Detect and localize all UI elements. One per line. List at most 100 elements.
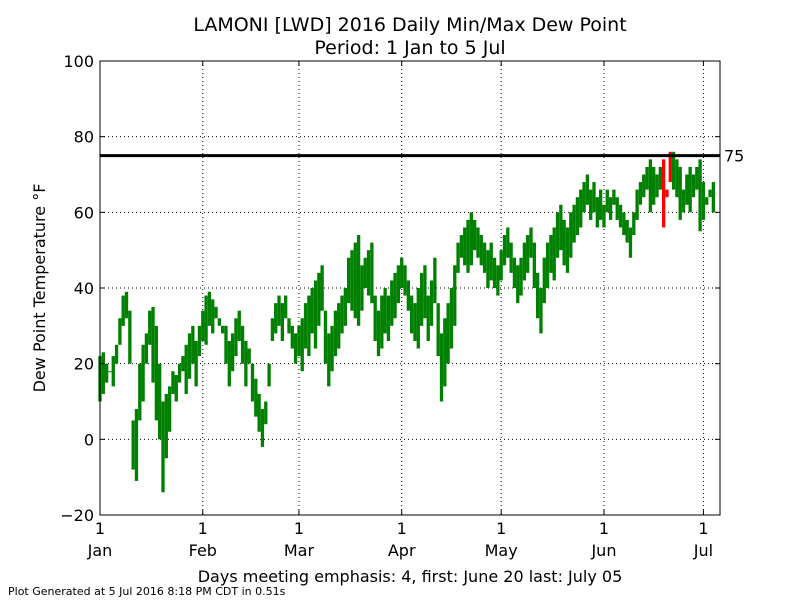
day-range-bar [512,257,517,288]
day-range-bar [141,344,145,402]
day-range-bar [347,257,351,304]
day-range-bar [436,303,440,357]
day-range-bar [360,265,364,311]
day-range-bar [446,303,450,364]
day-range-bar [151,306,155,383]
day-range-bar [207,291,212,326]
day-range-bar [433,257,437,304]
day-range-bar [373,295,377,341]
day-range-bar [423,265,427,319]
day-range-bar [124,291,129,319]
day-range-bar [138,363,142,421]
day-range-bar [595,197,599,228]
y-tick-label: 40 [74,279,94,298]
x-tick-day-label: 1 [496,519,506,538]
day-range-bar [343,288,348,326]
day-range-bar [549,235,553,273]
day-range-bar [565,227,570,273]
day-range-bar [681,189,686,213]
day-range-bar [648,159,653,213]
day-range-bar [469,212,473,266]
day-range-bar [217,318,222,326]
day-range-bar [280,303,285,341]
day-range-bar [221,325,225,334]
day-range-bar [486,250,490,288]
day-range-bar [177,363,182,383]
day-range-bar [691,174,696,198]
day-range-bar [353,242,357,319]
day-range-bar [270,318,275,341]
day-range-bar [562,219,566,266]
day-range-bar [370,242,374,304]
day-range-bar [519,257,523,296]
day-range-bar [522,242,527,281]
day-range-bar [453,265,457,326]
day-range-bar [313,280,318,349]
day-range-bar [118,318,122,345]
day-range-bar [625,219,629,243]
y-axis-ticks: −20 0 20 40 60 80 100 [60,52,720,525]
day-range-bar [260,409,265,447]
day-range-bar [608,197,613,220]
day-range-bar [410,295,414,334]
day-range-bar [194,340,198,387]
day-range-bar [108,371,112,373]
day-range-bar [187,333,192,379]
x-tick-day-label: 1 [698,519,708,538]
day-range-bar [158,363,162,440]
day-range-bar [293,333,298,364]
day-range-bar [542,257,546,304]
day-range-bar [320,265,324,311]
day-range-bar [211,299,215,334]
x-tick-month-label: Feb [189,541,217,560]
day-range-bar [675,159,679,198]
day-range-bar [443,318,447,387]
y-tick-label: 100 [63,52,94,71]
day-range-bar [711,182,716,213]
day-range-bar [529,227,533,258]
day-range-bar [645,166,649,190]
day-range-bar [134,409,139,481]
day-range-bar [602,204,606,228]
day-range-bar [665,189,669,198]
day-range-bar [128,310,132,364]
day-range-bar [668,151,672,183]
day-range-bar [393,272,397,319]
day-range-bar [390,280,394,326]
day-range-bar [204,295,208,345]
day-range-bar [466,219,470,273]
day-range-bar [526,235,530,273]
day-range-bar [559,204,563,251]
day-range-bar [416,288,420,349]
day-range-bar [184,344,188,394]
day-range-bar [419,272,424,326]
day-range-bar [476,227,480,258]
day-range-bar [224,325,228,364]
y-tick-label: 60 [74,203,94,222]
day-range-bar [685,174,689,205]
day-range-bar [598,189,603,220]
day-range-bar [642,174,646,198]
day-range-bar [456,242,460,273]
x-axis-label: Days meeting emphasis: 4, first: June 20… [198,567,623,586]
threshold-label: 75 [724,147,744,166]
x-axis-ticks: 1 Jan 1 Feb 1 Mar 1 Apr 1 May 1 Jun 1 Jul [87,61,713,560]
day-range-bar [499,250,503,281]
threshold-line-group: 75 [100,147,744,166]
day-range-bar [698,159,702,232]
y-tick-label: 0 [84,430,94,449]
day-range-bar [426,295,430,341]
day-range-bar [472,219,477,251]
y-axis-label: Dew Point Temperature °F [30,184,49,393]
day-range-bar [705,197,709,205]
footer-note: Plot Generated at 5 Jul 2016 8:18 PM CDT… [8,585,286,598]
day-range-bar [181,356,185,372]
data-bars [98,151,716,493]
day-range-bar [545,242,550,288]
day-range-bar [250,363,255,402]
day-range-bar [337,303,341,349]
day-range-bar [240,325,245,364]
day-range-bar [290,325,294,349]
day-range-bar [333,310,338,357]
